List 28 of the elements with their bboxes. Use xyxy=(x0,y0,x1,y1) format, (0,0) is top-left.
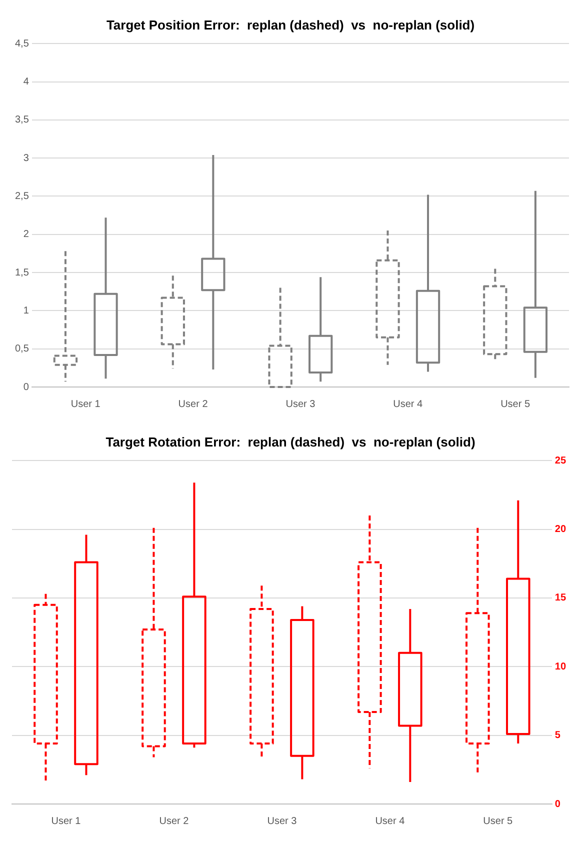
y-tick-label: 0 xyxy=(23,382,30,393)
x-tick-label: User 5 xyxy=(483,816,514,827)
x-tick-label: User 5 xyxy=(500,398,530,410)
y-tick-label: 2 xyxy=(23,229,30,240)
y-tick-label: 3,5 xyxy=(14,114,30,126)
y-tick-label: 1 xyxy=(23,305,30,316)
y-tick-label: 1,5 xyxy=(14,267,30,278)
y2-tick-label: 0 xyxy=(554,798,561,810)
chart-title: Target Rotation Error: replan (dashed) vs no-replan (solid) xyxy=(106,434,476,450)
x-tick-label: User 2 xyxy=(178,398,208,410)
y2-tick-label: 10 xyxy=(554,661,566,672)
y2-tick-label: 25 xyxy=(554,455,566,466)
y-tick-label: 2,5 xyxy=(14,190,30,202)
x-tick-label: User 2 xyxy=(159,816,190,827)
x-tick-label: User 1 xyxy=(51,816,82,827)
x-tick-label: User 4 xyxy=(393,398,424,410)
y-tick-label: 4,5 xyxy=(14,38,30,50)
y-tick-label: 0,5 xyxy=(14,344,30,355)
x-tick-label: User 1 xyxy=(70,398,101,410)
x-tick-label: User 4 xyxy=(375,816,406,827)
chart-title: Target Position Error: replan (dashed) vs no-replan (solid) xyxy=(106,17,475,32)
y2-tick-label: 15 xyxy=(554,592,566,604)
y2-tick-label: 5 xyxy=(554,730,561,742)
y-tick-label: 4 xyxy=(23,76,30,88)
x-tick-label: User 3 xyxy=(286,398,316,410)
y-tick-label: 3 xyxy=(23,152,30,164)
y2-tick-label: 20 xyxy=(554,524,566,536)
x-tick-label: User 3 xyxy=(267,816,298,827)
